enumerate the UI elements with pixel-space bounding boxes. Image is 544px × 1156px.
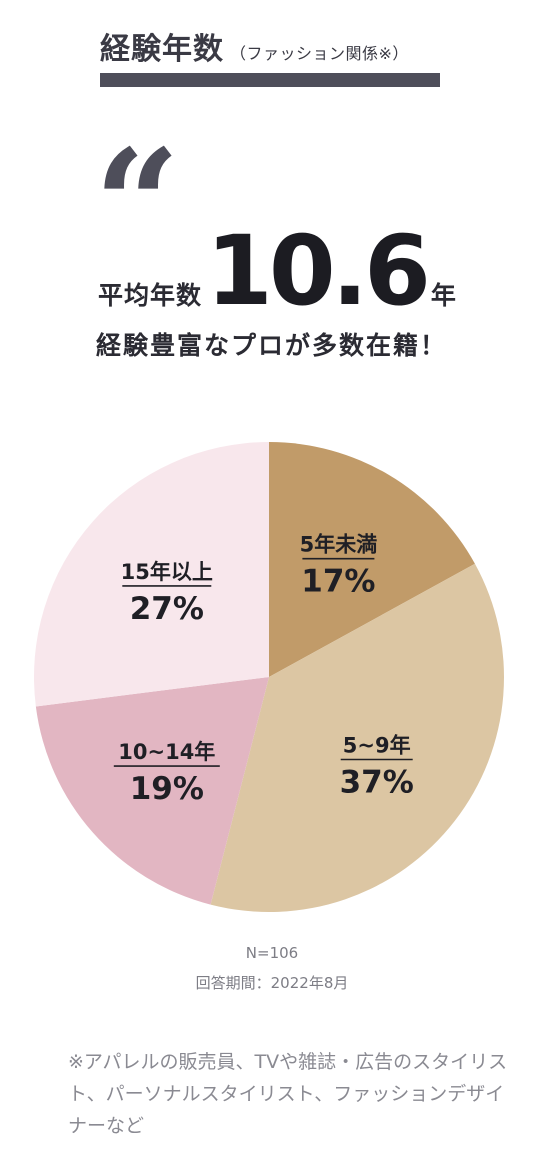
quote-mark-icon: “ — [94, 130, 181, 220]
slice-value-label: 19% — [130, 771, 204, 807]
pie-slice — [35, 677, 269, 905]
section-subtitle: （ファッション関係※） — [230, 44, 409, 63]
slice-value-label: 27% — [130, 591, 204, 627]
sample-size: N=106 — [245, 944, 299, 962]
pie-slice — [210, 563, 504, 913]
average-value: 10.6 — [206, 215, 431, 327]
pie-slice-label: 5~9年 37% — [340, 734, 414, 801]
slice-category-label: 15年以上 — [121, 560, 213, 584]
footnote-note: ※アパレルの販売員、TVや雑誌・広告のスタイリスト、パーソナルスタイリスト、ファ… — [68, 1051, 508, 1137]
section-header: 経験年数 （ファッション関係※） — [100, 24, 440, 68]
slice-category-label: 5年未満 — [300, 533, 378, 557]
pie-slice-label: 10~14年 19% — [113, 740, 220, 807]
slice-category-label: 10~14年 — [118, 740, 215, 764]
slice-category-label: 5~9年 — [343, 734, 411, 758]
average-unit: 年 — [430, 281, 456, 310]
pie-slice-label: 5年未満 17% — [300, 533, 378, 600]
header-underline — [100, 73, 440, 87]
tagline: 経験豊富なプロが多数在籍！ — [96, 331, 448, 360]
slice-value-label: 37% — [340, 765, 414, 801]
average-years: 平均年数 10.6 年 — [98, 215, 456, 327]
slice-value-label: 17% — [301, 564, 375, 600]
survey-period: 回答期間：2022年8月 — [195, 974, 349, 992]
section-title: 経験年数 — [100, 32, 224, 67]
pie-slice-label: 15年以上 27% — [121, 560, 213, 627]
average-label: 平均年数 — [98, 281, 203, 310]
pie-slice — [33, 442, 269, 707]
